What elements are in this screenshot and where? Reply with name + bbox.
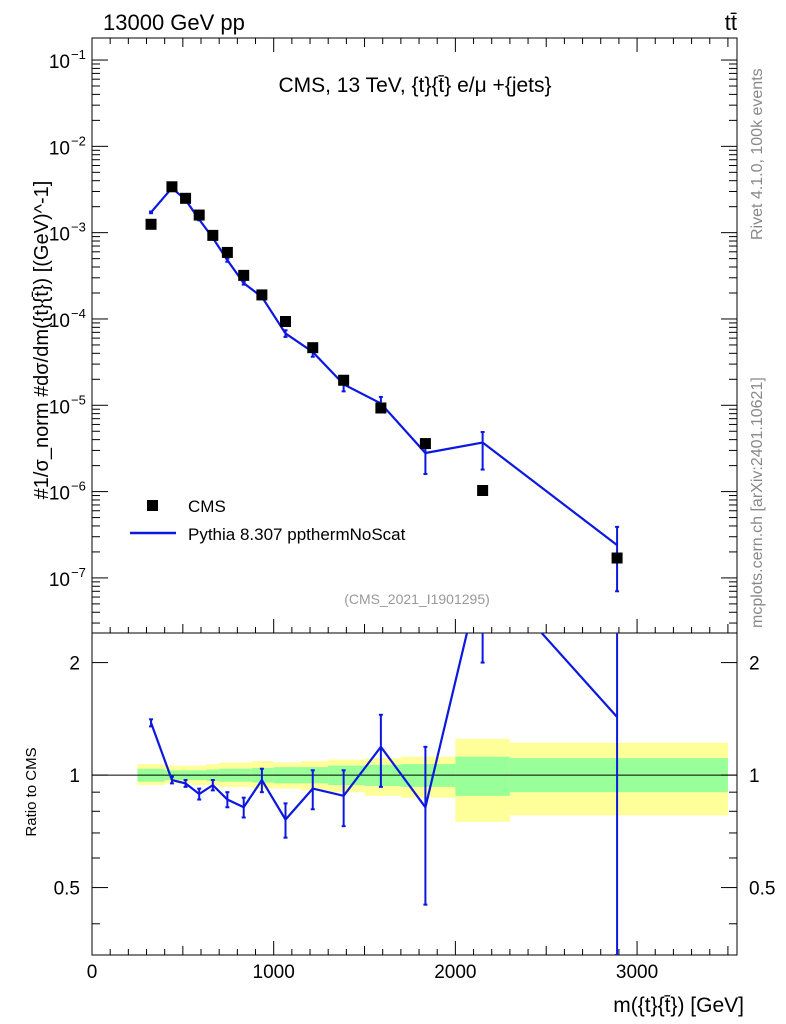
x-tick-label: 3000 (616, 962, 658, 983)
cms-data-point (280, 315, 291, 327)
rivet-version-label: Rivet 4.1.0, 100k events (749, 68, 766, 240)
cms-data-point (256, 289, 268, 301)
y-tick-label-ratio: 2 (69, 654, 80, 675)
x-tick-label: 0 (87, 962, 98, 983)
y-tick-label-main: 10 (49, 311, 70, 332)
x-tick-label: 2000 (434, 962, 476, 983)
y-tick-label-exponent: −6 (71, 479, 86, 494)
legend: CMS Pythia 8.307 ppthermNoScat (130, 497, 406, 544)
x-tick-label: 1000 (253, 962, 295, 983)
y-tick-label-ratio: 0.5 (54, 879, 80, 900)
y-axis-title-main-text: #1/σ_norm #dσ/dm({t}{t̄}) [(GeV)^-1] (31, 181, 53, 500)
cms-data-point (193, 209, 205, 221)
y-tick-label-exponent: −3 (71, 220, 86, 235)
y-tick-label-main: 10 (49, 138, 70, 159)
axis-ticks (91, 38, 737, 955)
y-tick-label-main: 10 (49, 52, 70, 73)
process-label: 13000 GeV pp (103, 10, 245, 35)
cms-data-point (180, 192, 192, 204)
final-state-label: tt̄ (725, 10, 737, 35)
cms-data-point (238, 269, 250, 281)
y-tick-label-ratio-right: 2 (749, 654, 760, 675)
y-tick-label-main: 10 (49, 397, 70, 418)
cms-data-point (419, 438, 431, 450)
y-axis-title-ratio: Ratio to CMS (23, 747, 40, 836)
legend-cms-marker (147, 500, 158, 511)
y-tick-label-main: 10 (49, 484, 70, 505)
plot-title: CMS, 13 TeV, {t}{t̄} e/μ +{jets} (278, 74, 551, 97)
ratio-panel-frame (91, 632, 738, 956)
mcplots-label: mcplots.cern.ch [arXiv:2401.10621] (749, 377, 766, 628)
y-tick-label-exponent: −1 (71, 47, 86, 62)
cms-data-point (145, 218, 157, 230)
stat-uncertainty-band (455, 756, 510, 796)
legend-pythia-label: Pythia 8.307 ppthermNoScat (188, 525, 406, 544)
cms-data-point (166, 181, 178, 193)
y-axis-title-main: #1/σ_norm #dσ/dm({t}{t̄}) [(GeV)^-1] (31, 181, 53, 500)
mc-series-ratio (149, 633, 620, 955)
y-tick-label-ratio: 1 (69, 766, 80, 787)
y-tick-label-exponent: −4 (71, 306, 86, 321)
cms-data-point (207, 229, 219, 241)
y-tick-label-ratio-right: 1 (749, 766, 760, 787)
cms-data-point (307, 342, 319, 354)
y-tick-label-ratio-right: 0.5 (749, 879, 775, 900)
pythia-curve (150, 186, 618, 546)
y-tick-label-exponent: −5 (71, 392, 86, 407)
legend-cms-label: CMS (188, 497, 226, 516)
cms-data-point (375, 402, 387, 414)
y-tick-label-exponent: −7 (71, 565, 86, 580)
cms-data-point (477, 484, 489, 496)
y-tick-label-main: 10 (49, 570, 70, 591)
x-axis-title: m({t}{t̄}) [GeV] (613, 994, 744, 1017)
analysis-id-label: (CMS_2021_I1901295) (344, 591, 490, 607)
cms-data-point (611, 552, 623, 564)
y-tick-label-main: 10 (49, 225, 70, 246)
cms-data-point (338, 374, 350, 386)
cms-data-series (145, 181, 623, 564)
cms-data-point (221, 246, 233, 258)
y-tick-label-exponent: −2 (71, 133, 86, 148)
